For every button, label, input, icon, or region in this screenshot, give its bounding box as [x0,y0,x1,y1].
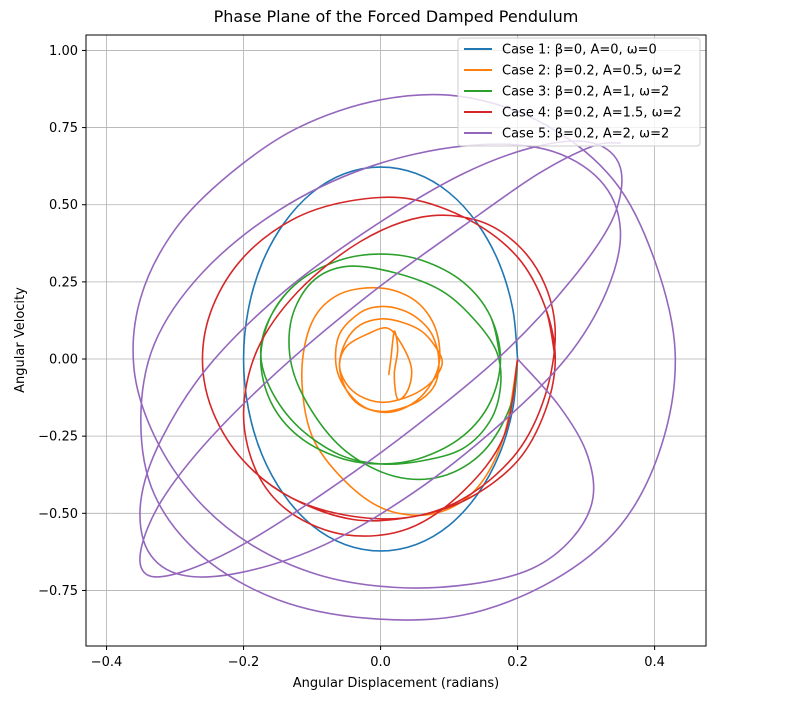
x-tick-label: −0.2 [228,655,260,670]
series-layer [132,93,677,621]
x-tick-label: −0.4 [91,655,123,670]
legend-label-case-1: Case 1: β=0, A=0, ω=0 [502,43,657,58]
y-tick-label: −0.25 [38,430,78,445]
y-tick-label: −0.75 [38,584,78,599]
legend-label-case-2: Case 2: β=0.2, A=0.5, ω=2 [502,64,682,79]
x-axis-title: Angular Displacement (radians) [293,676,499,691]
chart-title: Phase Plane of the Forced Damped Pendulu… [214,7,579,26]
legend-label-case-4: Case 4: β=0.2, A=1.5, ω=2 [502,106,682,121]
series-line-case-2 [301,286,519,517]
y-axis-title: Angular Velocity [13,287,28,393]
axes-layer [85,34,707,647]
x-tick-label: 0.2 [507,655,528,670]
y-tick-label: 0.00 [49,353,78,368]
y-ticks: −0.75 −0.50 −0.25 0.00 0.25 0.50 0.75 1.00 [38,44,86,599]
legend-items: Case 1: β=0, A=0, ω=0 Case 2: β=0.2, A=0.… [464,43,682,142]
y-tick-label: 0.25 [49,275,78,290]
series-line-case-3 [259,253,519,481]
legend-label-case-3: Case 3: β=0.2, A=1, ω=2 [502,85,669,100]
series-line-case-4 [201,196,557,537]
x-tick-label: 0.0 [370,655,391,670]
legend: Case 1: β=0, A=0, ω=0 Case 2: β=0.2, A=0.… [457,37,701,147]
x-tick-label: 0.4 [644,655,665,670]
series-line-case-1 [242,166,519,552]
y-tick-label: 0.50 [49,198,78,213]
plot-frame [85,34,707,647]
x-ticks: −0.4 −0.2 0.0 0.2 0.4 [91,646,665,670]
series-line-case-5 [132,93,677,621]
y-tick-label: −0.50 [38,507,78,522]
y-tick-label: 1.00 [49,44,78,59]
legend-box [457,37,701,147]
y-tick-label: 0.75 [49,121,78,136]
legend-label-case-5: Case 5: β=0.2, A=2, ω=2 [502,127,669,142]
